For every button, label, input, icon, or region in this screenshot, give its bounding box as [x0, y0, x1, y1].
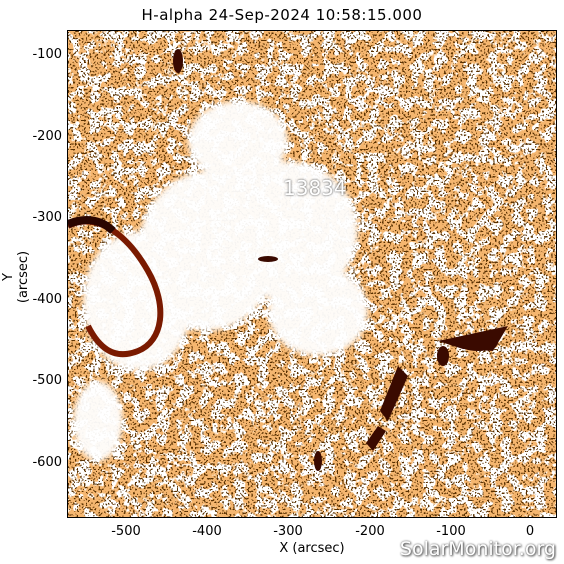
x-tick-label: -100 — [436, 524, 466, 539]
y-tick-label: -100 — [32, 47, 62, 62]
y-tick-label: -500 — [32, 373, 62, 388]
y-tick-label: -300 — [32, 210, 62, 225]
plot-title: H-alpha 24-Sep-2024 10:58:15.000 — [141, 6, 423, 24]
x-tick-label: -200 — [355, 524, 385, 539]
y-tick-label: -600 — [32, 455, 62, 470]
h-alpha-image — [68, 31, 556, 517]
y-axis-label: Y (arcsec) — [1, 250, 31, 304]
x-axis-label: X (arcsec) — [279, 541, 345, 556]
active-region-label: 13834 — [283, 176, 347, 200]
solarmonitor-watermark: SolarMonitor.org — [399, 538, 556, 560]
y-tick-label: -400 — [32, 292, 62, 307]
x-tick-label: -500 — [111, 524, 141, 539]
y-tick-label: -200 — [32, 129, 62, 144]
x-tick-label: 0 — [525, 524, 535, 539]
solar-image-plot: 13834 — [67, 30, 557, 518]
x-tick-label: -400 — [192, 524, 222, 539]
x-tick-label: -300 — [273, 524, 303, 539]
